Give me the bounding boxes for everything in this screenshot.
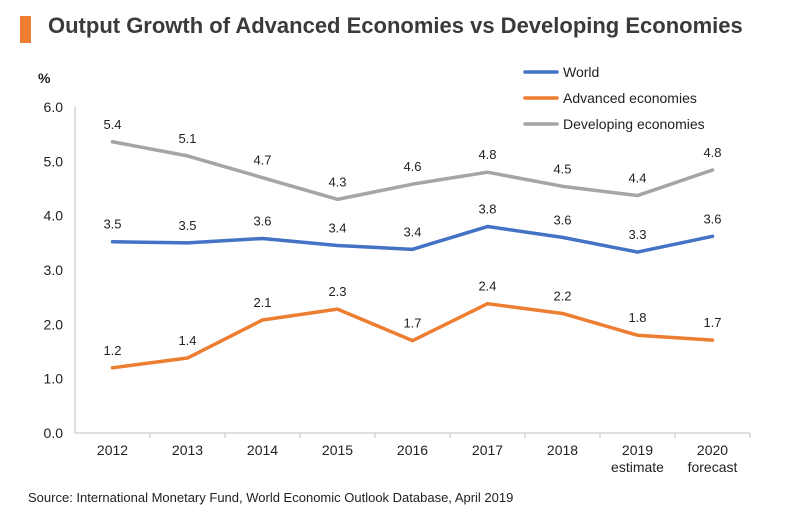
y-tick-label: 4.0 — [44, 208, 64, 224]
data-point — [411, 247, 414, 251]
data-point — [261, 236, 264, 240]
data-point — [486, 302, 489, 306]
data-label: 4.8 — [703, 145, 721, 160]
data-point — [111, 240, 114, 244]
data-label: 3.5 — [178, 218, 196, 233]
data-point — [186, 154, 189, 158]
data-label: 2.1 — [253, 295, 271, 310]
data-label: 3.4 — [328, 221, 346, 236]
x-tick-label: 2017 — [472, 442, 503, 458]
data-point — [186, 356, 189, 360]
data-label: 2.2 — [553, 288, 571, 303]
y-axis-label: % — [38, 70, 51, 86]
data-label: 3.8 — [478, 202, 496, 217]
data-point — [336, 307, 339, 311]
data-label: 3.6 — [253, 213, 271, 228]
y-tick-label: 6.0 — [44, 99, 64, 115]
data-label: 3.3 — [628, 227, 646, 242]
data-label: 4.5 — [553, 161, 571, 176]
x-tick-sublabel: forecast — [688, 459, 738, 475]
data-label: 1.7 — [403, 316, 421, 331]
y-tick-label: 1.0 — [44, 371, 64, 387]
data-point — [411, 339, 414, 343]
legend-label: World — [563, 64, 599, 80]
chart-title: Output Growth of Advanced Economies vs D… — [48, 13, 743, 38]
y-tick-label: 0.0 — [44, 425, 64, 441]
data-point — [111, 140, 114, 144]
data-label: 1.8 — [628, 310, 646, 325]
data-point — [261, 318, 264, 322]
data-point — [636, 250, 639, 254]
data-label: 4.3 — [328, 174, 346, 189]
y-tick-label: 2.0 — [44, 316, 64, 332]
x-tick-label: 2018 — [547, 442, 578, 458]
data-label: 5.4 — [103, 117, 121, 132]
data-point — [486, 225, 489, 229]
x-tick-sublabel: estimate — [611, 459, 664, 475]
data-point — [561, 311, 564, 315]
data-label: 3.6 — [553, 212, 571, 227]
legend-label: Advanced economies — [563, 90, 697, 106]
data-label: 3.6 — [703, 211, 721, 226]
data-point — [711, 338, 714, 342]
data-label: 2.4 — [478, 279, 496, 294]
data-label: 4.8 — [478, 147, 496, 162]
x-tick-label: 2015 — [322, 442, 353, 458]
x-tick-label: 2013 — [172, 442, 203, 458]
data-label: 3.5 — [103, 217, 121, 232]
data-point — [711, 168, 714, 172]
data-label: 4.6 — [403, 159, 421, 174]
data-point — [411, 182, 414, 186]
data-point — [186, 241, 189, 245]
y-tick-label: 5.0 — [44, 153, 64, 169]
data-label: 1.4 — [178, 333, 196, 348]
title-accent-bar — [20, 16, 31, 43]
source-note: Source: International Monetary Fund, Wor… — [28, 490, 514, 505]
data-point — [711, 234, 714, 238]
data-point — [561, 235, 564, 239]
data-point — [336, 244, 339, 248]
data-point — [486, 170, 489, 174]
x-tick-label: 2019 — [622, 442, 653, 458]
data-label: 1.7 — [703, 315, 721, 330]
data-label: 5.1 — [178, 131, 196, 146]
data-label: 4.4 — [628, 171, 646, 186]
data-point — [636, 333, 639, 337]
series-line — [110, 301, 715, 370]
data-label: 4.7 — [253, 153, 271, 168]
data-point — [636, 194, 639, 198]
x-tick-label: 2012 — [97, 442, 128, 458]
data-point — [261, 176, 264, 180]
data-point — [111, 366, 114, 370]
x-tick-label: 2020 — [697, 442, 728, 458]
legend-label: Developing economies — [563, 116, 705, 132]
x-tick-label: 2016 — [397, 442, 428, 458]
data-point — [561, 184, 564, 188]
data-label: 1.2 — [103, 343, 121, 358]
y-tick-label: 3.0 — [44, 262, 64, 278]
x-tick-label: 2014 — [247, 442, 278, 458]
data-point — [336, 197, 339, 201]
data-label: 2.3 — [328, 284, 346, 299]
data-label: 3.4 — [403, 224, 421, 239]
